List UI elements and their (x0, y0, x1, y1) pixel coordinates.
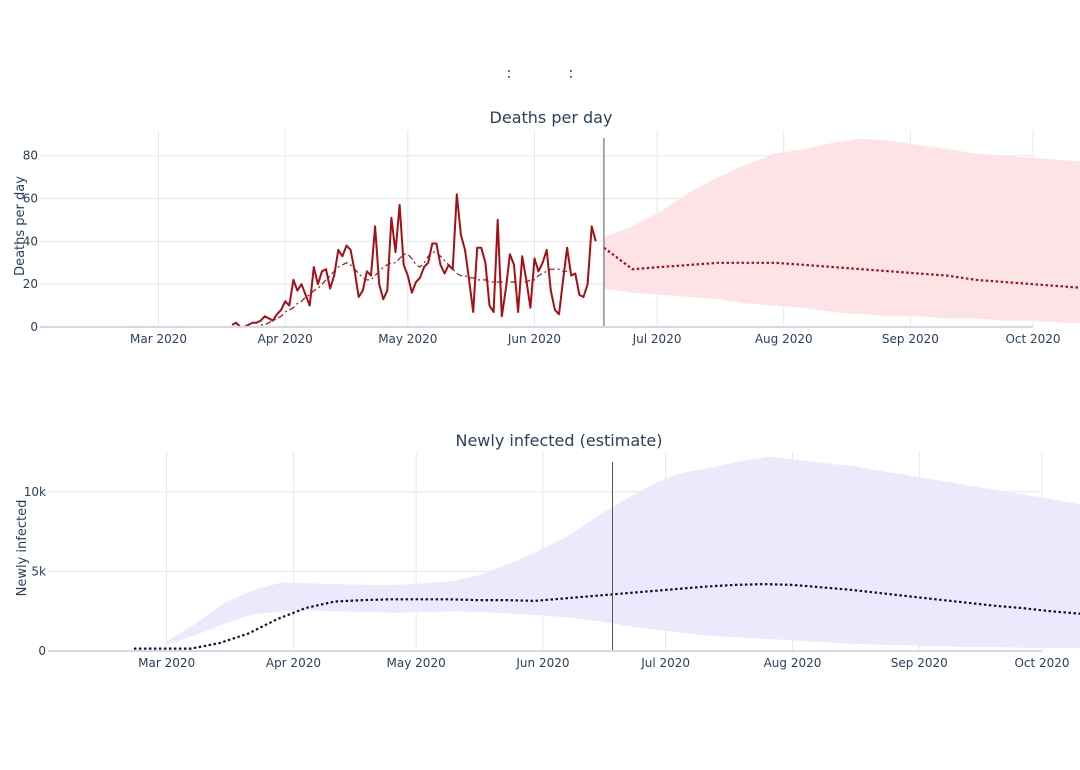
deaths-x-tick-label: Jun 2020 (507, 332, 561, 346)
deaths-series-solid (231, 193, 597, 328)
infected-y-axis-label: Newly infected (15, 500, 30, 597)
title-part-2: : (568, 64, 574, 82)
deaths-forecast-band (603, 138, 1080, 323)
infected-chart: Mar 2020 Apr 2020 May 2020 Jun 2020 Jul 2020… (15, 431, 1080, 670)
deaths-series (231, 193, 1080, 328)
infected-x-tick-label: Sep 2020 (891, 656, 948, 670)
deaths-y-ticks: 0 20 40 60 80 (23, 149, 38, 334)
infected-y-tick-label: 10k (24, 485, 46, 499)
deaths-x-tick-label: May 2020 (378, 332, 437, 346)
infected-x-tick-label: Aug 2020 (764, 656, 822, 670)
infected-y-tick-label: 5k (31, 564, 46, 578)
deaths-y-tick-label: 60 (23, 192, 38, 206)
deaths-x-ticks: Mar 2020 Apr 2020 May 2020 Jun 2020 Jul 2020… (130, 332, 1061, 346)
deaths-y-tick-label: 20 (23, 277, 38, 291)
infected-x-tick-label: Jul 2020 (640, 656, 690, 670)
infected-x-tick-label: Oct 2020 (1014, 656, 1069, 670)
title-part-1: : (506, 64, 512, 82)
deaths-y-tick-label: 80 (23, 149, 38, 163)
deaths-x-tick-label: Jul 2020 (632, 332, 682, 346)
deaths-x-tick-label: Sep 2020 (882, 332, 939, 346)
infected-x-ticks: Mar 2020 Apr 2020 May 2020 Jun 2020 Jul 2020… (138, 656, 1069, 670)
deaths-y-tick-label: 0 (30, 320, 38, 334)
deaths-series-dashdot (252, 251, 568, 328)
infected-x-tick-label: May 2020 (387, 656, 446, 670)
deaths-chart-title: Deaths per day (490, 108, 613, 127)
deaths-x-tick-label: Mar 2020 (130, 332, 187, 346)
deaths-y-tick-label: 40 (23, 234, 38, 248)
infected-x-tick-label: Apr 2020 (266, 656, 321, 670)
infected-forecast-band (166, 456, 1080, 648)
deaths-x-tick-label: Oct 2020 (1005, 332, 1060, 346)
infected-y-ticks: 0 5k 10k (24, 485, 46, 658)
page-title: : : (0, 64, 1080, 82)
deaths-y-axis-label: Deaths per day (13, 176, 28, 276)
infected-chart-title: Newly infected (estimate) (455, 431, 662, 450)
infected-x-tick-label: Mar 2020 (138, 656, 195, 670)
infected-x-tick-label: Jun 2020 (515, 656, 569, 670)
infected-y-tick-label: 0 (38, 644, 46, 658)
deaths-chart: Mar 2020 Apr 2020 May 2020 Jun 2020 Jul 2020… (13, 108, 1080, 346)
deaths-x-tick-label: Aug 2020 (755, 332, 813, 346)
deaths-x-tick-label: Apr 2020 (258, 332, 313, 346)
